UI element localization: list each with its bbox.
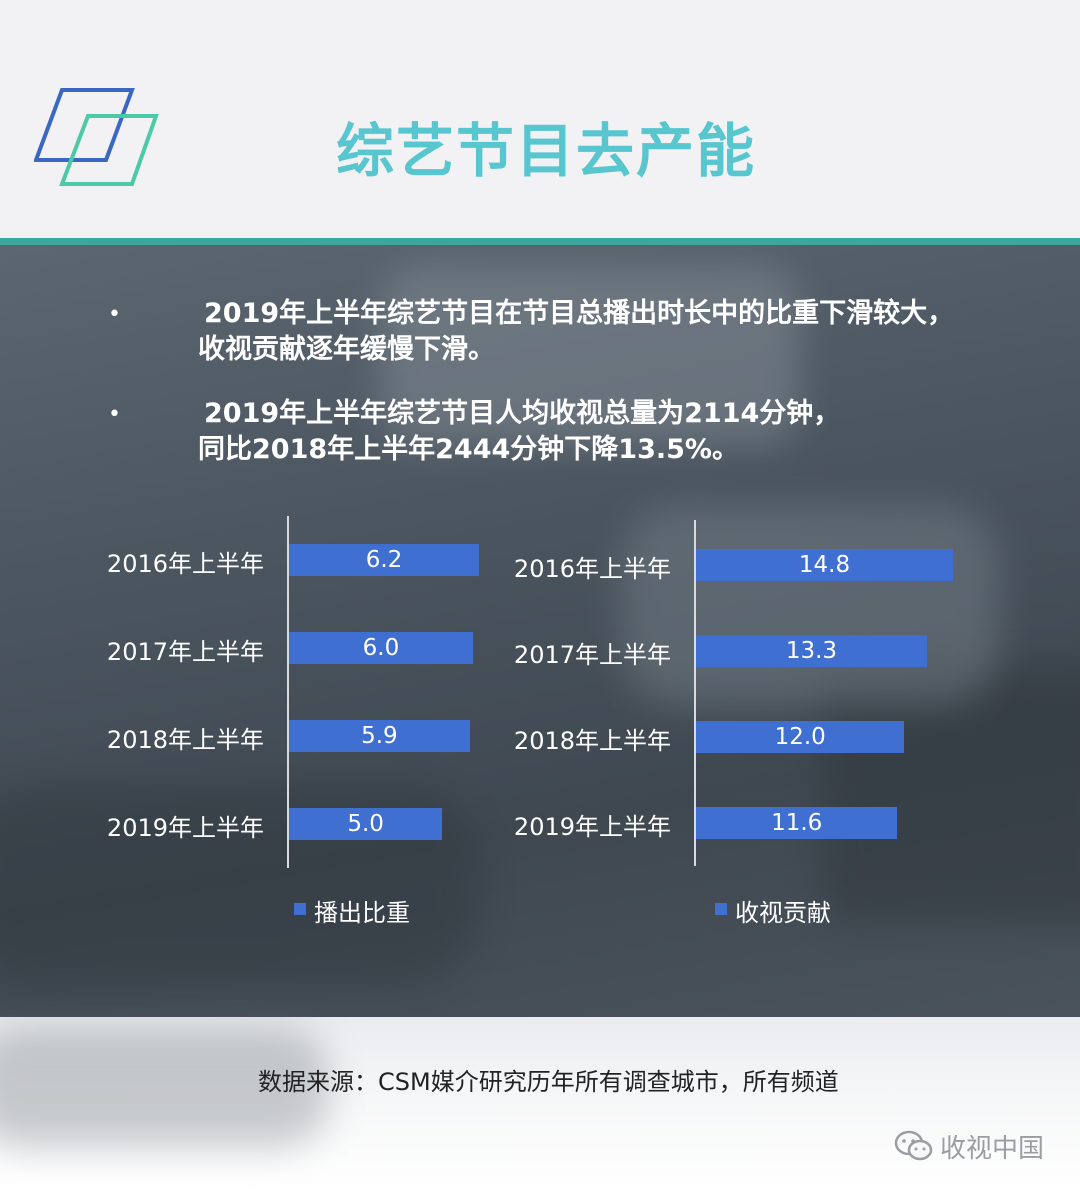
bullet-1-line-2: 收视贡献逐年缓慢下滑。 bbox=[198, 334, 495, 365]
bar: 6.2 bbox=[289, 544, 479, 576]
parallelogram-logo-icon bbox=[34, 88, 159, 186]
bar: 11.6 bbox=[696, 807, 898, 839]
legend-swatch bbox=[715, 903, 727, 915]
footer bbox=[0, 1017, 1080, 1193]
bar: 5.0 bbox=[289, 808, 443, 840]
bar: 5.9 bbox=[289, 720, 470, 752]
legend-label: 播出比重 bbox=[314, 899, 410, 927]
legend-label: 收视贡献 bbox=[735, 899, 831, 927]
chart-axis bbox=[287, 516, 289, 868]
bullet-1-line-1: 2019年上半年综艺节目在节目总播出时长中的比重下滑较大， bbox=[204, 298, 955, 329]
header-divider bbox=[0, 238, 1080, 245]
bullet-dot: • bbox=[108, 302, 121, 327]
category-label: 2016年上半年 bbox=[106, 550, 264, 578]
category-label: 2016年上半年 bbox=[513, 555, 671, 583]
watermark: 收视中国 bbox=[940, 1134, 1045, 1164]
bar: 6.0 bbox=[289, 632, 473, 664]
wechat-icon bbox=[894, 1130, 933, 1161]
chart-axis bbox=[694, 520, 696, 866]
bar: 13.3 bbox=[696, 635, 927, 667]
bar: 12.0 bbox=[696, 721, 905, 753]
category-label: 2019年上半年 bbox=[513, 813, 671, 841]
category-label: 2019年上半年 bbox=[106, 814, 264, 842]
bullet-2-line-2: 同比2018年上半年2444分钟下降13.5%。 bbox=[198, 434, 739, 465]
data-source-note: 数据来源：CSM媒介研究历年所有调查城市，所有频道 bbox=[258, 1068, 839, 1096]
legend-swatch bbox=[294, 903, 306, 915]
category-label: 2018年上半年 bbox=[513, 727, 671, 755]
bar: 14.8 bbox=[696, 549, 953, 581]
bullet-2-line-1: 2019年上半年综艺节目人均收视总量为2114分钟， bbox=[204, 398, 841, 429]
bullet-dot: • bbox=[108, 402, 121, 427]
header: 综艺节目去产能 bbox=[0, 0, 1080, 238]
category-label: 2018年上半年 bbox=[106, 726, 264, 754]
category-label: 2017年上半年 bbox=[106, 638, 264, 666]
page-title: 综艺节目去产能 bbox=[336, 117, 757, 185]
category-label: 2017年上半年 bbox=[513, 641, 671, 669]
content-panel bbox=[0, 245, 1080, 1017]
